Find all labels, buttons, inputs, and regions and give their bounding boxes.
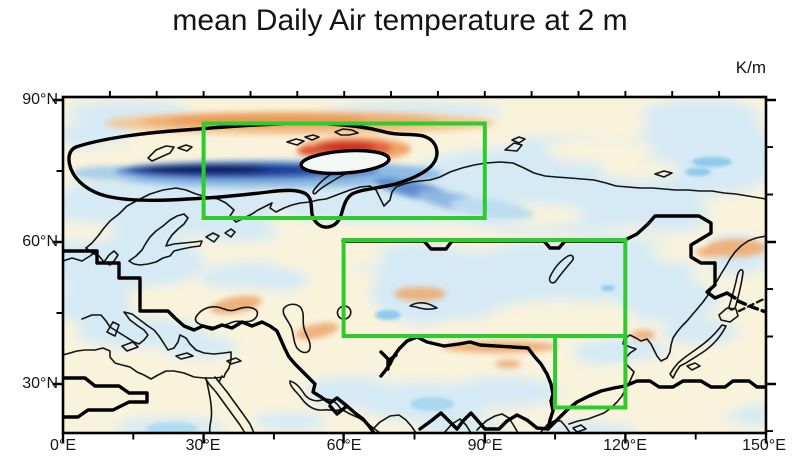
x-tick-label: 30°E xyxy=(185,437,221,454)
region-box-2 xyxy=(341,238,628,338)
x-tick-label: 0°E xyxy=(50,437,76,454)
y-tick-label: 90°N xyxy=(22,91,58,108)
coastlines xyxy=(63,128,766,433)
x-tick-label: 120°E xyxy=(603,437,647,454)
axis-ticks xyxy=(52,91,776,444)
region-box-1 xyxy=(201,121,487,220)
x-tick-label: 60°E xyxy=(326,437,362,454)
x-tick-label: 90°E xyxy=(467,437,503,454)
region-box-3 xyxy=(553,334,628,410)
colorbar-units-label: K/m xyxy=(735,58,766,77)
y-tick-label: 30°N xyxy=(22,375,58,392)
y-tick-label: 60°N xyxy=(22,233,58,250)
figure-title: mean Daily Air temperature at 2 m xyxy=(172,4,628,37)
x-tick-label: 150°E xyxy=(742,437,786,454)
map-frame xyxy=(52,91,776,444)
contour-fill-field xyxy=(63,97,766,433)
